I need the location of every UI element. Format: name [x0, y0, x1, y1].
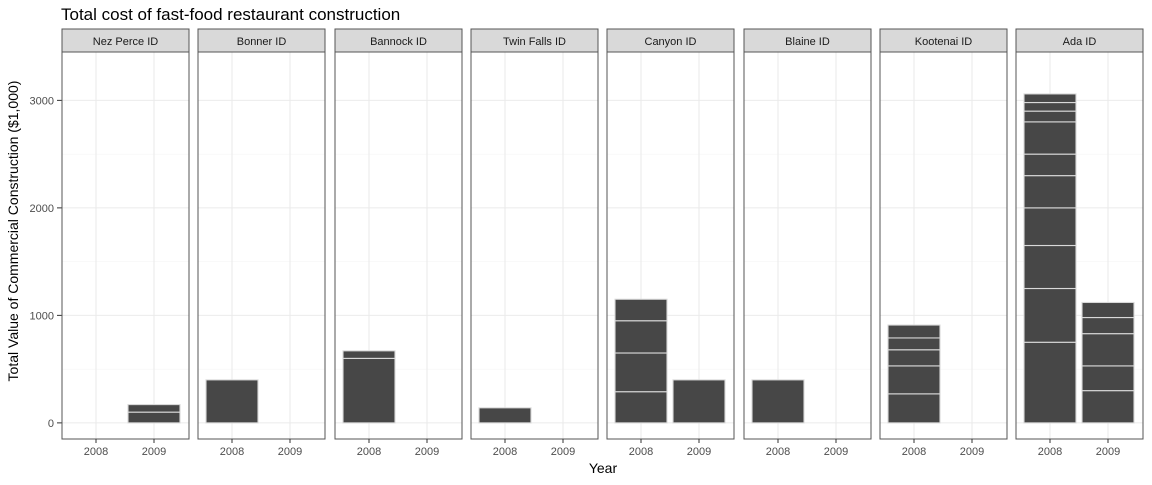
bar-segment [342, 350, 396, 359]
x-tick-label: 2009 [415, 446, 439, 458]
bar-segment [127, 411, 181, 424]
x-axis-label: Year [589, 460, 618, 476]
x-tick-label: 2008 [357, 446, 381, 458]
x-tick-label: 2009 [824, 446, 848, 458]
panel-border [334, 51, 463, 440]
bar-segment [1081, 390, 1135, 424]
x-tick-label: 2008 [220, 446, 244, 458]
facet-strip-label: Twin Falls ID [503, 36, 566, 48]
bar-segment [1023, 175, 1077, 209]
facet-panel: Ada ID 2008 2009 [1015, 28, 1144, 458]
facet-strip-label: Bonner ID [237, 36, 287, 48]
x-tick-label: 2008 [629, 446, 653, 458]
panel-background [198, 52, 325, 439]
bar-segment [342, 357, 396, 424]
x-tick-label: 2009 [278, 446, 302, 458]
bar-segment [887, 324, 941, 339]
bar-segment [887, 393, 941, 424]
x-tick-label: 2009 [687, 446, 711, 458]
bar-segment [1023, 244, 1077, 290]
x-tick-label: 2008 [902, 446, 926, 458]
facet-panel: Blaine ID 2008 2009 [743, 28, 872, 458]
facet-panel: Twin Falls ID 2008 2009 [470, 28, 599, 458]
bar-segment [1023, 121, 1077, 155]
bar-segment [1023, 341, 1077, 424]
panel-border [1015, 51, 1144, 440]
bar-segment [887, 337, 941, 351]
bar-segment [1081, 316, 1135, 335]
facet-strip-label: Nez Perce ID [93, 36, 158, 48]
bar-segment [614, 352, 668, 393]
bar-segment [614, 320, 668, 354]
x-tick-label: 2009 [551, 446, 575, 458]
x-tick-label: 2009 [142, 446, 166, 458]
y-tick-label: 2000 [30, 203, 54, 215]
facet-strip-label: Canyon ID [645, 36, 697, 48]
x-tick-label: 2009 [1096, 446, 1120, 458]
y-tick-label: 0 [48, 418, 54, 430]
panel-border [470, 51, 599, 440]
bar-segment [887, 365, 941, 395]
panel-border [606, 51, 735, 440]
panel-border [61, 51, 190, 440]
x-tick-label: 2008 [493, 446, 517, 458]
x-tick-label: 2008 [766, 446, 790, 458]
bar-segment [127, 404, 181, 413]
bar-segment [614, 298, 668, 322]
facet-panel: Bonner ID 2008 2009 [197, 28, 326, 458]
bar-segment [1081, 365, 1135, 392]
panel-border [879, 51, 1008, 440]
x-tick-label: 2008 [84, 446, 108, 458]
y-tick-label: 3000 [30, 95, 54, 107]
bar-segment [751, 379, 805, 424]
facet-panel: Canyon ID 2008 2009 [606, 28, 735, 458]
panel-background [471, 52, 598, 439]
facet-strip-label: Kootenai ID [915, 36, 973, 48]
bar-segment [1023, 110, 1077, 123]
y-axis: 0 1000 2000 3000 [30, 95, 62, 430]
bar-segment [1023, 153, 1077, 177]
chart-title: Total cost of fast-food restaurant const… [61, 5, 400, 24]
bar-segment [1023, 93, 1077, 104]
x-tick-label: 2008 [1038, 446, 1062, 458]
bar-segment [1081, 333, 1135, 367]
facet-panel: Nez Perce ID 2008 2009 [61, 28, 190, 458]
bar-segment [614, 391, 668, 424]
bar-segment [1023, 287, 1077, 343]
y-axis-label: Total Value of Commercial Construction (… [5, 81, 21, 382]
facet-strip-label: Blaine ID [785, 36, 830, 48]
facet-panel: Bannock ID 2008 2009 [334, 28, 463, 458]
bar-segment [672, 379, 726, 424]
panel-background [62, 52, 189, 439]
facet-strip-label: Bannock ID [370, 36, 427, 48]
bar-segment [1023, 101, 1077, 112]
bar-segment [478, 407, 532, 424]
bar-segment [887, 349, 941, 367]
x-tick-label: 2009 [960, 446, 984, 458]
panel-border [197, 51, 326, 440]
panel-background [744, 52, 871, 439]
bar-segment [205, 379, 259, 424]
facet-panel: Kootenai ID 2008 2009 [879, 28, 1008, 458]
panel-border [743, 51, 872, 440]
facet-strip-label: Ada ID [1063, 36, 1097, 48]
bar-segment [1081, 301, 1135, 319]
y-tick-label: 1000 [30, 310, 54, 322]
bar-segment [1023, 207, 1077, 247]
